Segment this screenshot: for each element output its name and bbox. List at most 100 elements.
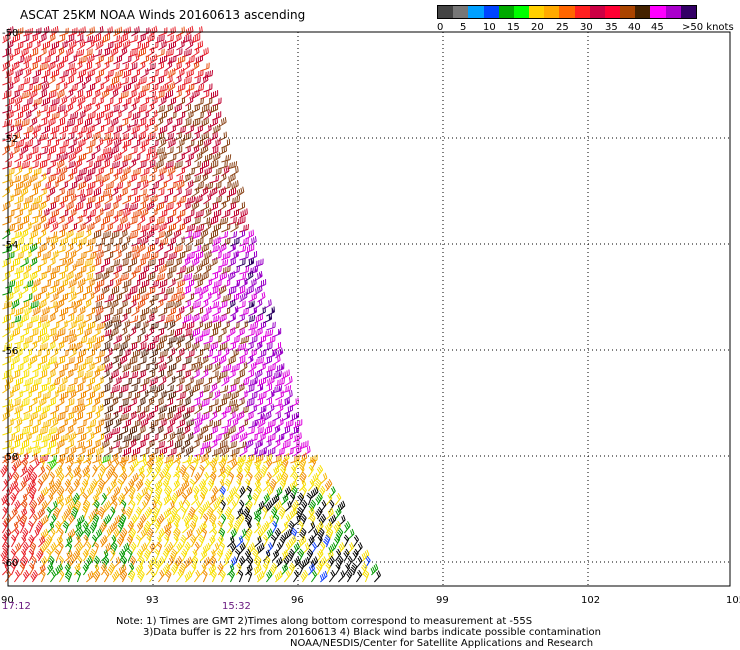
wind-barb bbox=[23, 280, 34, 289]
wind-barb bbox=[230, 266, 241, 275]
wind-barb bbox=[32, 68, 42, 79]
wind-barb bbox=[203, 320, 213, 331]
wind-barb bbox=[140, 528, 147, 541]
wind-barb bbox=[149, 165, 158, 177]
wind-barb bbox=[194, 151, 203, 163]
wind-barb bbox=[14, 266, 25, 275]
wind-barb bbox=[185, 55, 195, 65]
wind-barb bbox=[173, 174, 183, 184]
wind-barb bbox=[131, 181, 141, 191]
wind-barb bbox=[101, 397, 111, 408]
wind-barb bbox=[38, 47, 47, 58]
wind-barb bbox=[140, 447, 150, 457]
wind-barb bbox=[248, 433, 258, 443]
wind-barb bbox=[104, 151, 113, 163]
wind-barb bbox=[212, 447, 222, 457]
wind-barb bbox=[182, 455, 193, 464]
wind-barb bbox=[86, 26, 95, 37]
wind-barb bbox=[146, 425, 155, 436]
wind-barb bbox=[41, 153, 51, 163]
wind-barb bbox=[176, 322, 187, 331]
colorbar-label: 20 bbox=[531, 22, 544, 33]
wind-barb bbox=[22, 569, 30, 583]
wind-barb bbox=[23, 378, 34, 387]
wind-barb bbox=[209, 425, 218, 436]
wind-barb bbox=[92, 327, 101, 338]
wind-barb bbox=[149, 569, 156, 583]
wind-barb bbox=[167, 251, 177, 261]
wind-barb bbox=[140, 279, 150, 289]
wind-barb bbox=[38, 243, 47, 254]
wind-barb bbox=[140, 41, 150, 51]
wind-barb bbox=[74, 49, 85, 58]
wind-barb bbox=[290, 440, 300, 450]
wind-barb bbox=[308, 499, 316, 513]
colorbar-swatch bbox=[650, 6, 666, 18]
wind-barb bbox=[200, 104, 210, 114]
wind-barb bbox=[212, 151, 221, 163]
wind-barb bbox=[86, 83, 96, 93]
wind-barb bbox=[245, 411, 254, 422]
wind-barb bbox=[2, 541, 10, 555]
colorbar-label: 25 bbox=[556, 22, 569, 33]
wind-barb bbox=[236, 327, 245, 338]
wind-barb bbox=[140, 377, 150, 387]
wind-barb bbox=[41, 69, 51, 79]
wind-barb bbox=[158, 69, 168, 79]
note-line-3: NOAA/NESDIS/Center for Satellite Applica… bbox=[290, 638, 594, 649]
colorbar-label: 40 bbox=[628, 22, 641, 33]
wind-barb bbox=[182, 48, 192, 58]
wind-barb bbox=[23, 83, 33, 93]
wind-barb bbox=[128, 89, 137, 100]
wind-barb bbox=[164, 314, 174, 324]
wind-barb bbox=[56, 104, 66, 114]
wind-barb bbox=[5, 124, 15, 135]
wind-barb bbox=[149, 280, 160, 289]
wind-barb bbox=[221, 181, 231, 191]
wind-barb bbox=[149, 335, 159, 345]
wind-barb bbox=[83, 245, 94, 254]
wind-barb bbox=[2, 48, 12, 58]
wind-barb bbox=[5, 280, 16, 289]
colorbar-swatch bbox=[635, 6, 651, 18]
wind-barb bbox=[164, 132, 174, 142]
wind-barb bbox=[158, 307, 168, 317]
wind-barb bbox=[155, 201, 165, 212]
colorbar-label: 35 bbox=[605, 22, 618, 33]
wind-barb bbox=[248, 448, 259, 457]
wind-barb bbox=[185, 110, 194, 121]
wind-barb bbox=[203, 97, 213, 107]
wind-speed-colorbar bbox=[437, 5, 697, 19]
wind-barb bbox=[137, 144, 146, 156]
colorbar-swatch bbox=[665, 6, 681, 18]
wind-barb bbox=[221, 138, 231, 149]
wind-barb bbox=[167, 405, 177, 415]
wind-barb bbox=[140, 96, 150, 107]
wind-barb bbox=[230, 417, 239, 429]
wind-barb bbox=[158, 137, 167, 149]
wind-barb bbox=[110, 88, 119, 100]
lat-label: -54 bbox=[2, 240, 18, 251]
colorbar-swatch bbox=[498, 6, 514, 18]
wind-barb bbox=[74, 75, 84, 86]
wind-barb bbox=[110, 315, 121, 324]
wind-barb bbox=[4, 569, 12, 583]
wind-barb bbox=[104, 472, 111, 485]
wind-barb bbox=[158, 209, 168, 219]
wind-barb bbox=[122, 111, 132, 121]
colorbar-swatch bbox=[513, 6, 530, 18]
wind-barb bbox=[149, 69, 159, 79]
wind-barb bbox=[23, 97, 33, 107]
wind-barb bbox=[191, 34, 201, 44]
wind-barb bbox=[212, 97, 222, 107]
wind-barb bbox=[255, 471, 263, 485]
wind-barb bbox=[14, 95, 23, 107]
wind-barb bbox=[92, 569, 101, 583]
wind-barb bbox=[122, 251, 132, 261]
wind-barb bbox=[92, 102, 101, 114]
wind-barb bbox=[245, 315, 256, 324]
axis-labels: -50-52-54-56-58-609093969910210517:1215:… bbox=[1, 28, 740, 612]
wind-barb bbox=[2, 60, 11, 72]
colorbar-swatch bbox=[574, 6, 590, 18]
time-label: 17:12 bbox=[2, 601, 31, 612]
